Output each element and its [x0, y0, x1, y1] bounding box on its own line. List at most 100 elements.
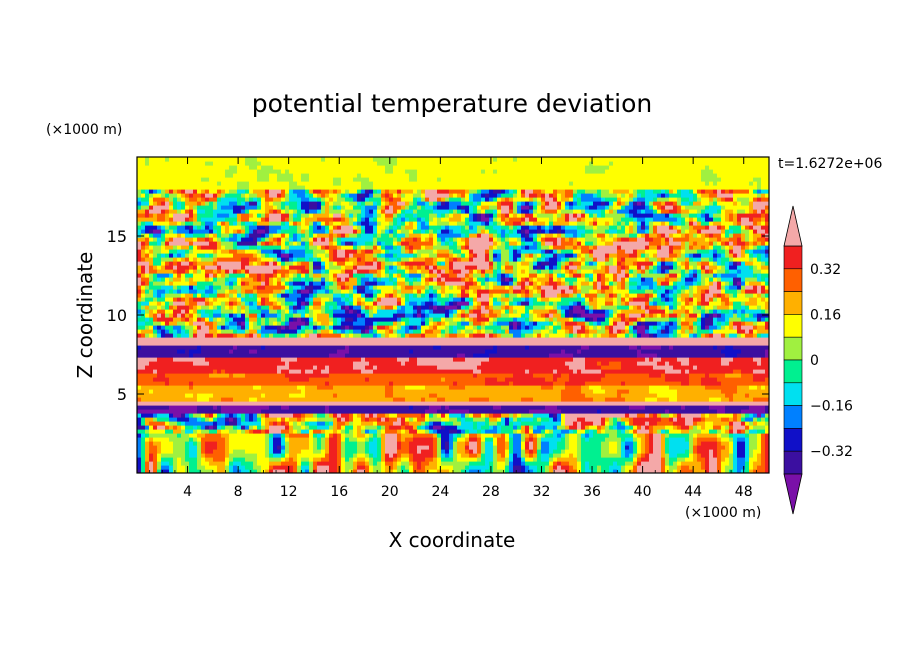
field-cell	[181, 437, 186, 442]
field-cell	[381, 393, 386, 398]
field-cell	[373, 333, 378, 338]
field-cell	[237, 445, 242, 450]
field-cell	[149, 457, 154, 462]
field-cell	[321, 405, 326, 410]
field-cell	[369, 245, 374, 250]
field-cell	[357, 197, 362, 202]
field-cell	[317, 225, 322, 230]
field-cell	[305, 245, 310, 250]
field-cell	[193, 405, 198, 410]
field-cell	[197, 293, 202, 298]
field-cell	[269, 389, 274, 394]
field-cell	[177, 329, 182, 334]
field-cell	[257, 449, 262, 454]
field-cell	[137, 445, 142, 450]
field-cell	[313, 397, 318, 402]
field-cell	[141, 437, 146, 442]
field-cell	[141, 417, 146, 422]
field-cell	[369, 421, 374, 426]
field-cell	[309, 293, 314, 298]
field-cell	[205, 253, 210, 258]
field-cell	[277, 269, 282, 274]
field-cell	[293, 333, 298, 338]
field-cell	[353, 177, 358, 182]
field-cell	[349, 269, 354, 274]
field-cell	[165, 445, 170, 450]
field-cell	[317, 437, 322, 442]
field-cell	[165, 249, 170, 254]
field-cell	[317, 405, 322, 410]
field-cell	[345, 185, 350, 190]
field-cell	[337, 305, 342, 310]
field-cell	[181, 285, 186, 290]
field-cell	[193, 241, 198, 246]
field-cell	[233, 157, 238, 162]
field-cell	[309, 177, 314, 182]
field-cell	[325, 213, 330, 218]
field-cell	[249, 437, 254, 442]
field-cell	[373, 309, 378, 314]
field-cell	[185, 293, 190, 298]
field-cell	[281, 453, 286, 458]
field-cell	[213, 377, 218, 382]
field-cell	[197, 413, 202, 418]
field-cell	[285, 389, 290, 394]
field-cell	[265, 209, 270, 214]
field-cell	[377, 241, 382, 246]
field-cell	[325, 233, 330, 238]
field-cell	[257, 373, 262, 378]
field-cell	[277, 445, 282, 450]
field-cell	[377, 297, 382, 302]
field-cell	[321, 317, 326, 322]
field-cell	[145, 273, 150, 278]
field-cell	[249, 237, 254, 242]
field-cell	[277, 389, 282, 394]
field-cell	[173, 181, 178, 186]
field-cell	[241, 161, 246, 166]
field-cell	[217, 417, 222, 422]
field-cell	[201, 381, 206, 386]
field-cell	[293, 405, 298, 410]
field-cell	[381, 169, 386, 174]
field-cell	[253, 361, 258, 366]
field-cell	[261, 357, 266, 362]
field-cell	[165, 425, 170, 430]
field-cell	[337, 389, 342, 394]
field-cell	[385, 345, 390, 350]
field-cell	[373, 209, 378, 214]
field-cell	[341, 257, 346, 262]
field-cell	[209, 165, 214, 170]
field-cell	[225, 445, 230, 450]
field-cell	[225, 409, 230, 414]
field-cell	[157, 217, 162, 222]
field-cell	[141, 461, 146, 466]
field-cell	[365, 241, 370, 246]
field-cell	[269, 189, 274, 194]
field-cell	[177, 417, 182, 422]
field-cell	[301, 325, 306, 330]
field-cell	[233, 173, 238, 178]
field-cell	[189, 173, 194, 178]
field-cell	[257, 253, 262, 258]
field-cell	[153, 257, 158, 262]
field-cell	[161, 337, 166, 342]
field-cell	[229, 397, 234, 402]
field-cell	[325, 453, 330, 458]
field-cell	[269, 369, 274, 374]
field-cell	[249, 449, 254, 454]
field-cell	[365, 413, 370, 418]
field-cell	[257, 381, 262, 386]
field-cell	[281, 193, 286, 198]
field-cell	[161, 361, 166, 366]
field-cell	[361, 405, 366, 410]
field-cell	[297, 405, 302, 410]
field-cell	[241, 313, 246, 318]
field-cell	[245, 465, 250, 470]
field-cell	[177, 385, 182, 390]
field-cell	[337, 393, 342, 398]
field-cell	[381, 217, 386, 222]
field-cell	[185, 217, 190, 222]
field-cell	[165, 177, 170, 182]
field-cell	[181, 469, 186, 473]
field-cell	[225, 265, 230, 270]
